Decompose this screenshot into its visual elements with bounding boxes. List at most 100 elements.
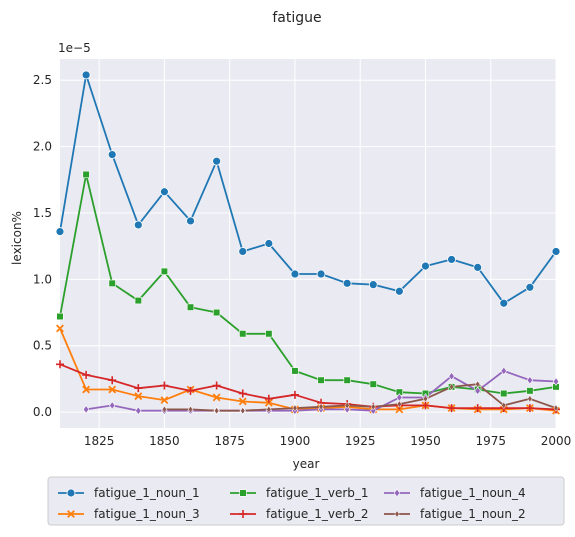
x-tick-label: 1875	[214, 434, 245, 448]
data-point	[160, 267, 169, 275]
data-point	[160, 396, 169, 405]
data-point	[474, 386, 481, 396]
data-point	[133, 220, 143, 230]
data-point	[264, 394, 273, 403]
legend: fatigue_1_noun_1 fatigue_1_verb_1 fatigue_…	[47, 476, 565, 526]
data-point	[499, 298, 509, 308]
data-point	[342, 278, 352, 288]
data-point	[447, 255, 456, 264]
data-point	[160, 187, 169, 197]
data-point	[214, 407, 220, 415]
y-tick-label: 2.0	[33, 140, 52, 154]
y-axis-label: lexicon%	[10, 211, 24, 265]
grid-lines	[60, 59, 557, 428]
data-point	[56, 312, 64, 321]
data-point	[448, 371, 455, 381]
series-line-fatigue_1_verb_2	[59, 363, 557, 411]
data-point	[290, 390, 299, 399]
y-tick-label: 0.5	[33, 339, 52, 353]
data-point	[161, 405, 167, 414]
legend-marker	[394, 510, 400, 518]
data-point	[525, 404, 534, 413]
data-point	[108, 385, 117, 394]
series-line-fatigue_1_noun_2	[164, 383, 557, 412]
data-point	[160, 381, 169, 390]
data-point	[266, 405, 272, 414]
data-point	[526, 387, 534, 395]
x-tick-label: 1925	[345, 434, 376, 448]
x-tick-label: 1825	[84, 434, 115, 448]
data-point	[56, 360, 64, 369]
data-point	[551, 247, 561, 256]
legend-item: fatigue_1_verb_2	[230, 507, 369, 521]
data-point	[500, 389, 508, 398]
data-point	[473, 404, 482, 413]
data-point	[447, 404, 456, 413]
data-point	[370, 403, 376, 411]
legend-label: fatigue_1_verb_1	[266, 486, 369, 500]
y-scale-label: 1e−5	[58, 41, 91, 55]
y-tick-label: 1.0	[33, 272, 52, 286]
legend-marker	[67, 510, 75, 518]
x-tick-label: 1950	[410, 434, 441, 448]
data-point	[109, 401, 116, 410]
data-point	[368, 280, 378, 290]
plot-area	[60, 59, 556, 428]
data-point	[82, 170, 90, 179]
legend-marker	[239, 510, 247, 518]
data-point	[370, 406, 377, 416]
data-point	[107, 150, 117, 159]
legend-label: fatigue_1_verb_2	[266, 507, 369, 521]
data-point	[316, 269, 326, 279]
data-point	[501, 401, 507, 410]
data-point	[82, 385, 91, 394]
x-tick-label: 2000	[541, 434, 572, 448]
legend-label: fatigue_1_noun_4	[420, 486, 526, 500]
data-point	[344, 401, 350, 410]
legend-item: fatigue_1_noun_1	[58, 486, 200, 500]
y-tick-label: 1.5	[33, 206, 52, 220]
data-point	[422, 395, 428, 403]
data-point	[213, 308, 221, 317]
data-point	[82, 370, 91, 379]
x-tick-label: 1850	[149, 434, 180, 448]
data-point	[108, 279, 116, 287]
data-point	[56, 324, 64, 333]
legend-item: fatigue_1_noun_3	[58, 507, 200, 521]
data-point	[290, 269, 300, 279]
legend-item: fatigue_1_verb_1	[230, 486, 369, 500]
series-line-fatigue_1_noun_3	[59, 328, 557, 412]
data-point	[134, 296, 142, 305]
data-point	[186, 386, 195, 395]
data-point	[212, 156, 222, 166]
data-point	[239, 330, 247, 338]
data-point	[552, 377, 560, 386]
legend-marker	[239, 489, 247, 497]
data-point	[396, 400, 402, 408]
data-point	[81, 70, 91, 80]
data-point	[525, 282, 535, 292]
data-point	[292, 404, 298, 412]
data-point	[421, 401, 430, 410]
data-point	[343, 376, 351, 384]
data-point	[238, 247, 248, 256]
data-point	[291, 367, 299, 375]
x-tick-label: 1900	[280, 434, 311, 448]
data-point	[134, 392, 143, 401]
data-point	[526, 375, 534, 385]
data-point	[264, 239, 274, 248]
series-line-fatigue_1_noun_1	[59, 74, 557, 305]
legend-label: fatigue_1_noun_2	[420, 507, 526, 521]
chart-title: fatigue	[272, 10, 321, 26]
data-point	[317, 376, 325, 384]
series-markers	[55, 70, 561, 416]
y-tick-label: 0.0	[33, 405, 52, 419]
data-point	[265, 330, 273, 338]
data-point	[55, 227, 65, 236]
legend-label: fatigue_1_noun_3	[94, 507, 200, 521]
data-point	[473, 262, 483, 272]
legend-marker	[66, 488, 76, 498]
legend-label: fatigue_1_noun_1	[94, 486, 200, 500]
y-tick-label: 2.5	[33, 73, 52, 87]
